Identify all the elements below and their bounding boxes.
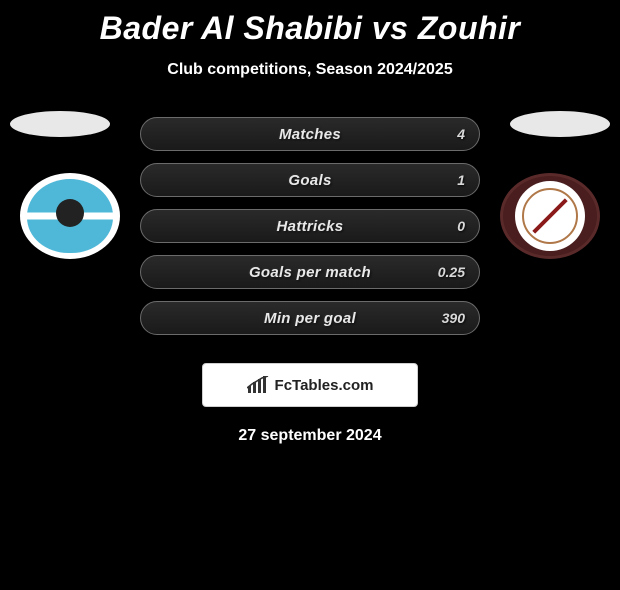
stats-list: Matches 4 Goals 1 Hattricks 0 Goals per … <box>140 117 480 335</box>
chart-icon <box>247 376 269 394</box>
page-title: Bader Al Shabibi vs Zouhir <box>0 10 620 47</box>
stat-right-value: 1 <box>457 172 465 188</box>
comparison-area: Matches 4 Goals 1 Hattricks 0 Goals per … <box>0 117 620 445</box>
player-shadow-right <box>510 111 610 137</box>
stat-row: Goals per match 0.25 <box>140 255 480 289</box>
stat-row: Min per goal 390 <box>140 301 480 335</box>
stat-label: Goals per match <box>249 264 371 281</box>
stat-right-value: 0.25 <box>438 264 465 280</box>
stat-label: Goals <box>288 172 331 189</box>
stat-label: Matches <box>279 126 341 143</box>
stat-label: Min per goal <box>264 310 356 327</box>
club-logo-right <box>500 173 600 259</box>
brand-text: FcTables.com <box>275 377 374 394</box>
stat-row: Goals 1 <box>140 163 480 197</box>
stat-right-value: 0 <box>457 218 465 234</box>
stat-right-value: 4 <box>457 126 465 142</box>
stat-row: Hattricks 0 <box>140 209 480 243</box>
player-shadow-left <box>10 111 110 137</box>
date-text: 27 september 2024 <box>0 427 620 445</box>
club-logo-left <box>20 173 120 259</box>
stat-label: Hattricks <box>277 218 344 235</box>
brand-badge: FcTables.com <box>202 363 418 407</box>
page-subtitle: Club competitions, Season 2024/2025 <box>0 61 620 79</box>
stat-right-value: 390 <box>442 310 465 326</box>
stat-row: Matches 4 <box>140 117 480 151</box>
